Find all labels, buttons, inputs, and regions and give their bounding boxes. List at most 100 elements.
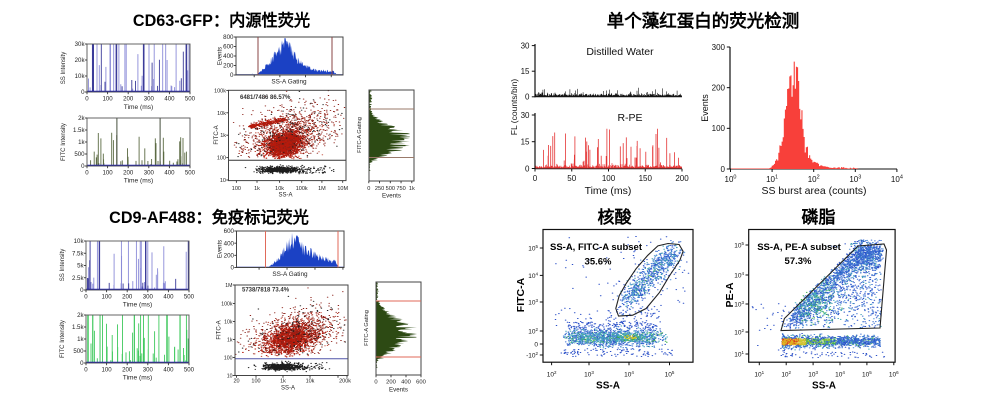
svg-text:1k: 1k [77, 336, 84, 343]
svg-text:SS-A: SS-A [281, 386, 295, 392]
svg-text:0: 0 [367, 186, 370, 192]
svg-text:1k: 1k [78, 139, 85, 146]
svg-text:SS-A, PE-A subset: SS-A, PE-A subset [757, 242, 841, 253]
svg-text:101: 101 [766, 175, 778, 185]
svg-text:SS Intensity: SS Intensity [59, 248, 66, 281]
svg-text:20: 20 [233, 379, 239, 385]
svg-text:100: 100 [102, 367, 113, 374]
svg-text:Time (ms): Time (ms) [124, 178, 153, 185]
svg-text:1.5k: 1.5k [72, 324, 84, 331]
svg-text:PE-A: PE-A [724, 282, 736, 308]
svg-text:10: 10 [227, 374, 233, 380]
svg-text:2.5k: 2.5k [72, 275, 84, 282]
svg-text:500: 500 [386, 186, 395, 192]
svg-text:磷脂: 磷脂 [802, 207, 836, 227]
svg-text:500: 500 [184, 294, 195, 301]
svg-text:100: 100 [602, 174, 616, 183]
svg-text:核酸: 核酸 [598, 207, 633, 227]
svg-text:15: 15 [521, 138, 530, 147]
svg-text:Events: Events [389, 387, 408, 394]
svg-text:20k: 20k [75, 57, 86, 64]
svg-text:0: 0 [374, 380, 377, 386]
svg-text:104: 104 [835, 370, 845, 379]
svg-text:FITC Intensity: FITC Intensity [59, 319, 66, 358]
svg-text:100: 100 [217, 156, 226, 162]
svg-text:300: 300 [143, 294, 154, 301]
svg-text:104: 104 [624, 370, 634, 379]
svg-text:0: 0 [81, 89, 85, 96]
svg-text:-102: -102 [526, 351, 538, 360]
svg-text:150: 150 [639, 174, 653, 183]
svg-text:1.5k: 1.5k [73, 127, 85, 134]
svg-text:0: 0 [534, 342, 538, 349]
svg-text:105: 105 [665, 370, 675, 379]
svg-text:101: 101 [734, 350, 744, 359]
svg-text:106: 106 [889, 370, 899, 379]
svg-text:400: 400 [163, 294, 174, 301]
svg-text:0: 0 [84, 367, 88, 374]
svg-text:400: 400 [164, 170, 175, 177]
svg-text:CD9-AF488：免疫标记荧光: CD9-AF488：免疫标记荧光 [109, 208, 309, 227]
svg-text:500: 500 [74, 151, 85, 158]
svg-text:10k: 10k [217, 111, 226, 117]
svg-text:Distilled Water: Distilled Water [586, 46, 654, 58]
svg-text:Time (ms): Time (ms) [124, 104, 153, 111]
svg-text:400: 400 [163, 367, 174, 374]
svg-text:101: 101 [754, 370, 764, 379]
svg-text:500: 500 [73, 348, 84, 355]
svg-text:2k: 2k [78, 115, 85, 122]
svg-text:103: 103 [849, 175, 861, 185]
svg-text:0: 0 [525, 164, 530, 173]
svg-text:SS-A: SS-A [596, 381, 620, 392]
svg-text:0: 0 [231, 265, 235, 272]
svg-text:SS burst area (counts): SS burst area (counts) [761, 185, 866, 197]
svg-text:10k: 10k [224, 320, 233, 326]
svg-text:10k: 10k [74, 238, 85, 245]
svg-text:100: 100 [251, 379, 260, 385]
svg-text:FITC Intensity: FITC Intensity [60, 122, 67, 161]
svg-text:104: 104 [891, 175, 903, 185]
svg-text:10k: 10k [275, 186, 284, 192]
svg-text:200: 200 [223, 63, 234, 70]
svg-text:200: 200 [122, 294, 133, 301]
svg-text:103: 103 [528, 298, 538, 307]
svg-text:0: 0 [80, 360, 84, 367]
svg-text:30k: 30k [75, 41, 86, 48]
svg-text:300: 300 [144, 96, 155, 103]
svg-text:FITC-A: FITC-A [515, 277, 527, 312]
svg-text:FITC-A Gating: FITC-A Gating [357, 117, 363, 153]
svg-text:105: 105 [734, 241, 744, 250]
svg-text:1M: 1M [225, 283, 232, 289]
svg-text:0: 0 [85, 170, 89, 177]
svg-text:1k: 1k [220, 133, 226, 139]
svg-text:1k: 1k [227, 338, 233, 344]
svg-text:单个藻红蛋白的荧光检测: 单个藻红蛋白的荧光检测 [607, 11, 800, 31]
svg-text:100: 100 [102, 294, 113, 301]
svg-text:Time (ms): Time (ms) [123, 375, 152, 382]
svg-text:57.3%: 57.3% [785, 256, 812, 267]
svg-text:500: 500 [185, 96, 196, 103]
svg-text:200k: 200k [339, 379, 351, 385]
svg-text:100: 100 [712, 124, 726, 133]
svg-text:100k: 100k [296, 186, 308, 192]
svg-text:600: 600 [416, 380, 426, 386]
svg-text:15: 15 [521, 67, 530, 76]
svg-text:100: 100 [232, 186, 241, 192]
svg-text:1M: 1M [318, 186, 326, 192]
svg-text:200: 200 [123, 170, 134, 177]
svg-text:10: 10 [220, 178, 226, 184]
svg-text:200: 200 [224, 253, 235, 260]
svg-text:R-PE: R-PE [617, 112, 642, 124]
svg-text:35.6%: 35.6% [585, 257, 612, 268]
svg-text:102: 102 [734, 328, 744, 337]
svg-text:FITC-A: FITC-A [214, 125, 220, 144]
svg-text:200: 200 [122, 367, 133, 374]
svg-text:1k: 1k [409, 186, 415, 192]
svg-text:400: 400 [224, 240, 235, 247]
svg-text:SS Intensity: SS Intensity [60, 51, 67, 84]
svg-text:600: 600 [223, 44, 234, 51]
svg-text:0: 0 [84, 294, 88, 301]
svg-text:50: 50 [567, 174, 576, 183]
svg-text:100k: 100k [214, 88, 226, 94]
svg-text:Events: Events [700, 94, 710, 122]
